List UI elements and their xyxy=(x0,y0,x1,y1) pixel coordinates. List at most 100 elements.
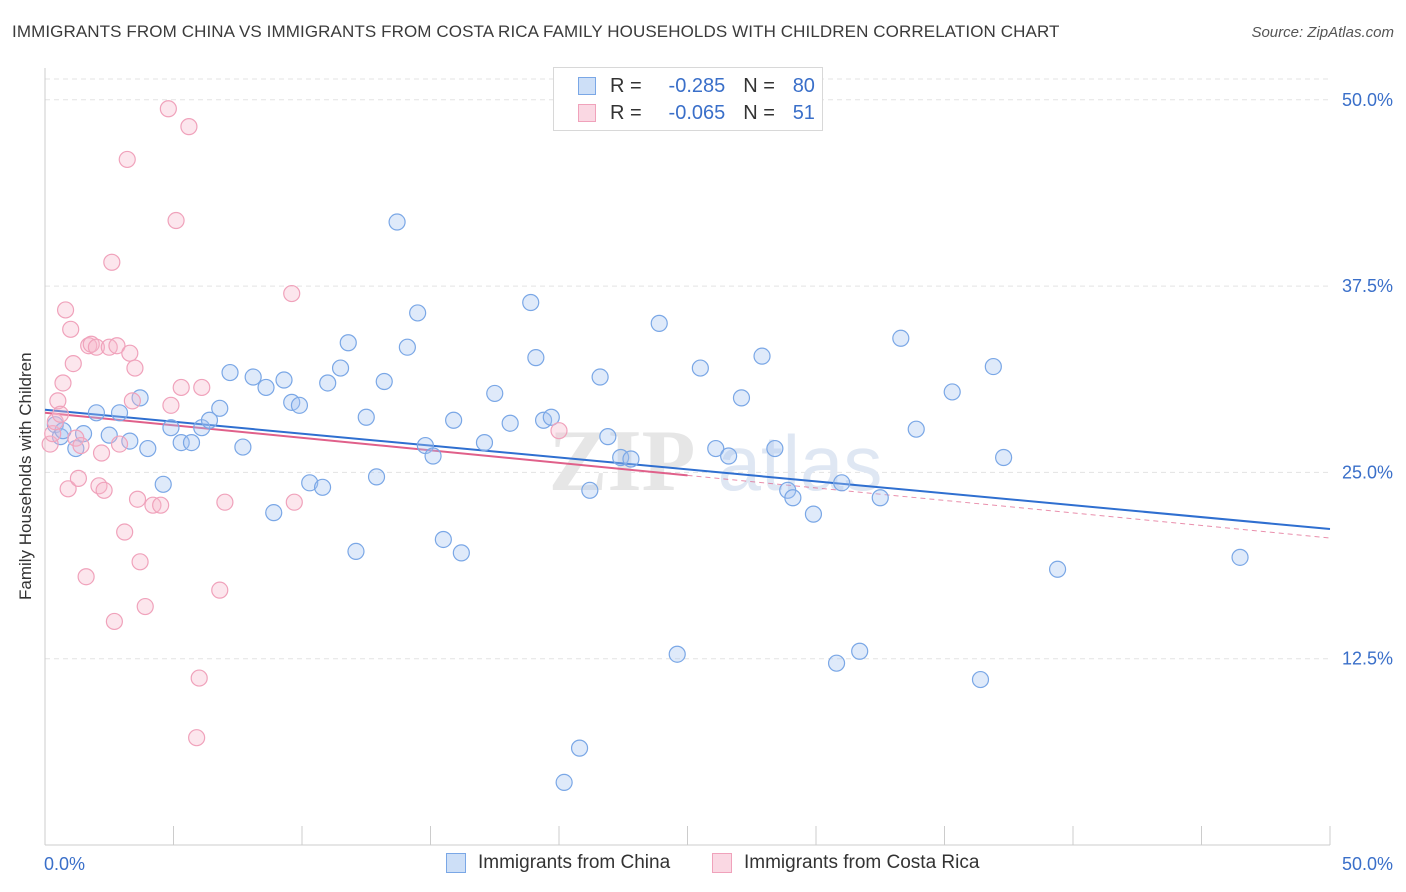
point-china xyxy=(234,438,252,456)
point-china xyxy=(892,329,910,347)
y-tick-label: 25.0% xyxy=(1342,462,1393,482)
point-china xyxy=(542,408,560,426)
point-china xyxy=(257,378,275,397)
point-costa-rica xyxy=(64,355,82,373)
point-china xyxy=(221,363,239,382)
point-china xyxy=(971,670,990,689)
point-costa-rica xyxy=(167,211,185,230)
tick-labels: 12.5% 25.0% 37.5% 50.0% 0.0% 50.0% xyxy=(44,90,1393,874)
point-china xyxy=(527,349,545,367)
point-china xyxy=(301,474,319,492)
point-costa-rica xyxy=(103,253,121,271)
point-china xyxy=(200,411,219,429)
point-china xyxy=(445,411,463,429)
point-costa-rica xyxy=(54,374,72,392)
y-axis-label: Family Households with Children xyxy=(16,352,35,600)
point-costa-rica xyxy=(180,118,198,136)
stats-legend: R = -0.285 N = 80 R = -0.065 N = 51 xyxy=(553,67,823,131)
point-china xyxy=(570,739,589,757)
legend-n-value: 51 xyxy=(792,101,815,124)
point-costa-rica xyxy=(285,493,303,511)
point-china xyxy=(622,450,640,468)
y-tick-label: 37.5% xyxy=(1342,276,1393,296)
point-costa-rica xyxy=(62,320,80,338)
point-china xyxy=(555,773,573,792)
point-costa-rica xyxy=(172,378,190,397)
legend-n-value: 80 xyxy=(792,74,815,97)
point-china xyxy=(121,432,139,450)
point-costa-rica xyxy=(188,729,206,747)
point-costa-rica xyxy=(121,344,139,362)
point-china xyxy=(599,428,617,446)
point-china xyxy=(339,334,357,352)
point-costa-rica xyxy=(56,301,75,319)
legend-swatch-china xyxy=(578,77,596,95)
point-china xyxy=(211,399,229,417)
point-costa-rica xyxy=(92,444,111,462)
point-china xyxy=(707,439,725,458)
point-china xyxy=(367,468,386,486)
legend-row-china: R = -0.285 N = 80 xyxy=(578,73,815,99)
legend-row-costa-rica: R = -0.065 N = 51 xyxy=(578,100,815,126)
trend-lines xyxy=(44,408,1331,539)
point-china xyxy=(486,384,504,403)
point-costa-rica xyxy=(116,523,134,541)
point-china xyxy=(1231,548,1249,566)
point-costa-rica xyxy=(110,435,129,453)
point-china xyxy=(943,383,961,401)
point-china xyxy=(182,433,201,452)
point-costa-rica xyxy=(49,392,67,410)
point-china xyxy=(347,542,365,560)
bottom-legend-label-china: Immigrants from China xyxy=(478,852,671,873)
point-costa-rica xyxy=(211,581,229,599)
bottom-legend-china[interactable]: Immigrants from China xyxy=(446,852,670,874)
point-china xyxy=(984,357,1002,376)
point-china xyxy=(87,404,106,422)
point-china xyxy=(1048,560,1067,578)
watermark-zip: ZIP xyxy=(549,413,696,510)
trend-line-china xyxy=(44,408,1331,531)
point-costa-rica xyxy=(193,378,211,397)
point-costa-rica xyxy=(95,481,113,499)
y-tick-label: 12.5% xyxy=(1342,649,1393,669)
point-china xyxy=(265,504,283,522)
data-points xyxy=(41,100,1249,792)
point-china xyxy=(475,433,494,452)
point-china xyxy=(331,359,350,377)
point-china xyxy=(851,642,869,660)
legend-r-value: -0.065 xyxy=(668,101,726,124)
point-china xyxy=(501,414,519,432)
point-costa-rica xyxy=(59,480,77,498)
point-costa-rica xyxy=(82,335,100,353)
point-china xyxy=(833,474,851,492)
legend-n-label: N = xyxy=(743,74,775,97)
point-china xyxy=(388,213,406,231)
legend-r-value: -0.285 xyxy=(668,74,726,97)
point-china xyxy=(434,530,452,549)
point-china xyxy=(110,404,129,422)
point-china xyxy=(668,645,686,663)
point-china xyxy=(424,447,442,465)
point-costa-rica xyxy=(51,405,70,423)
point-costa-rica xyxy=(136,597,154,616)
point-china xyxy=(154,475,172,493)
point-china xyxy=(827,654,846,672)
axes xyxy=(44,68,1331,846)
x-tick-label: 50.0% xyxy=(1342,854,1393,874)
point-china xyxy=(409,304,427,322)
point-china xyxy=(804,505,823,523)
y-tick-label: 50.0% xyxy=(1342,90,1393,110)
bottom-legend-costa-rica[interactable]: Immigrants from Costa Rica xyxy=(712,852,979,874)
point-costa-rica xyxy=(118,150,136,169)
point-china xyxy=(398,338,416,356)
watermark-atlas: atlas xyxy=(718,419,883,507)
point-china xyxy=(290,396,309,414)
point-costa-rica xyxy=(69,469,88,487)
point-costa-rica xyxy=(159,100,177,118)
point-costa-rica xyxy=(77,568,95,586)
point-costa-rica xyxy=(283,284,301,303)
point-china xyxy=(650,314,668,332)
point-costa-rica xyxy=(162,396,180,414)
point-costa-rica xyxy=(108,337,126,355)
point-china xyxy=(784,489,802,507)
